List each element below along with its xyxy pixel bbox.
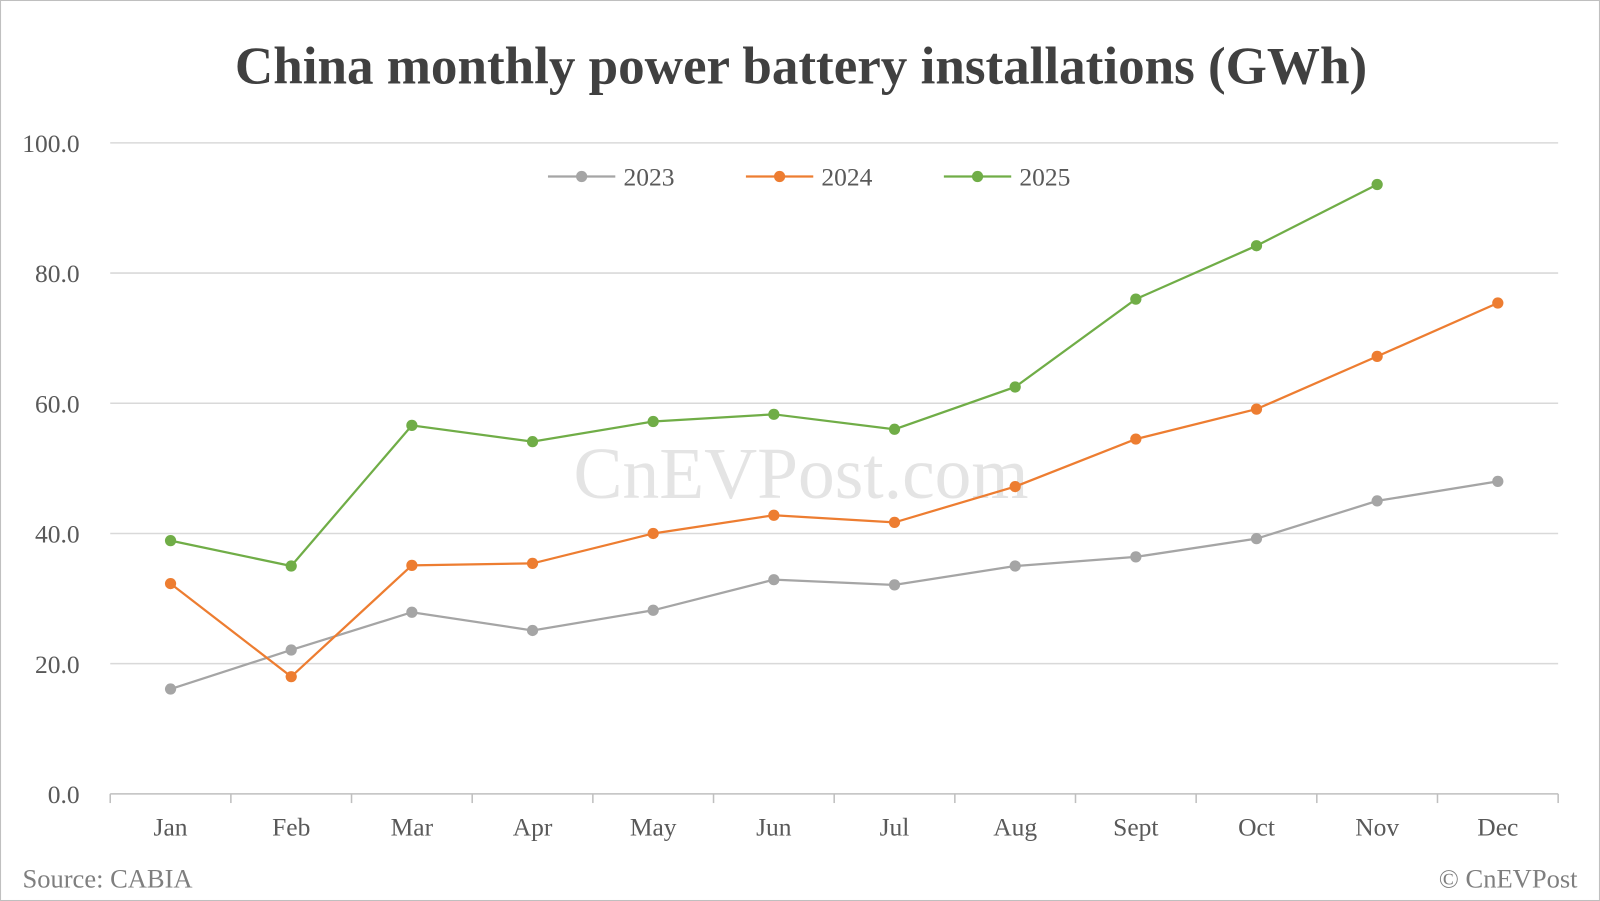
legend-label-2024: 2024 [821,163,872,192]
data-point-2024-Apr [526,557,539,570]
data-point-2024-May [647,527,659,540]
data-point-2024-Aug [1009,480,1021,493]
data-point-2024-Jan [164,577,177,590]
data-point-2024-Jun [768,509,780,521]
y-tick-label: 60.0 [35,389,80,418]
data-point-2024-Dec [1492,297,1504,309]
data-point-2023-Oct [1250,533,1263,545]
y-tick-label: 80.0 [35,259,80,288]
data-point-2023-Jan [164,683,177,695]
data-point-2024-Jul [888,516,901,529]
legend-label-2023: 2023 [623,163,674,192]
data-point-2025-Mar [406,419,418,432]
data-point-2025-May [647,415,659,428]
x-tick-label: May [630,813,677,842]
watermark: CnEVPost.com [574,433,1029,514]
data-point-2025-Sept [1130,293,1142,305]
chart-title: China monthly power battery installation… [235,38,1367,96]
x-tick-label: Oct [1238,813,1275,842]
x-tick-label: Jun [756,813,792,842]
y-tick-label: 40.0 [35,520,80,549]
x-tick-label: Feb [272,813,310,842]
data-point-2023-Jul [888,579,901,591]
data-point-2025-Jun [768,408,780,420]
x-tick-label: Jul [880,813,910,842]
data-point-2025-Jul [888,423,901,435]
data-point-2024-Mar [406,559,418,571]
x-tick-label: Apr [513,813,553,842]
data-point-2024-Oct [1250,403,1263,415]
x-tick-label: Nov [1355,813,1399,842]
x-tick-label: Sept [1113,813,1158,842]
data-point-2023-Nov [1371,495,1383,507]
data-point-2025-Aug [1009,381,1021,393]
y-tick-label: 100.0 [22,129,79,158]
data-point-2024-Sept [1130,433,1142,445]
data-point-2025-Jan [164,535,177,547]
data-point-2025-Oct [1250,240,1263,252]
data-point-2024-Nov [1371,350,1383,362]
series-line-2024 [169,301,1499,679]
data-point-2023-May [647,604,659,616]
source-note: Source: CABIA [22,864,192,894]
data-point-2023-Apr [526,624,539,637]
legend-marker-2024 [773,170,786,183]
data-point-2023-Dec [1492,475,1504,487]
x-tick-label: Mar [391,813,434,842]
data-point-2025-Apr [526,436,539,448]
data-point-2023-Aug [1009,560,1021,572]
data-point-2025-Feb [285,560,297,572]
copyright-note: © CnEVPost [1439,864,1578,894]
x-tick-label: Jan [154,813,188,842]
data-point-2024-Feb [285,671,297,683]
data-point-2023-Mar [406,606,418,618]
legend-marker-2023 [576,170,588,183]
y-tick-label: 20.0 [35,650,80,679]
data-point-2023-Jun [768,574,780,586]
data-point-2023-Feb [285,644,297,656]
data-point-2023-Sept [1130,551,1142,563]
series-line-2023 [170,480,1498,691]
data-point-2025-Nov [1371,178,1383,191]
legend-label-2025: 2025 [1019,163,1070,192]
x-tick-label: Dec [1477,813,1518,842]
legend-marker-2025 [971,170,984,183]
y-tick-label: 0.0 [48,780,80,809]
x-tick-label: Aug [993,813,1037,842]
